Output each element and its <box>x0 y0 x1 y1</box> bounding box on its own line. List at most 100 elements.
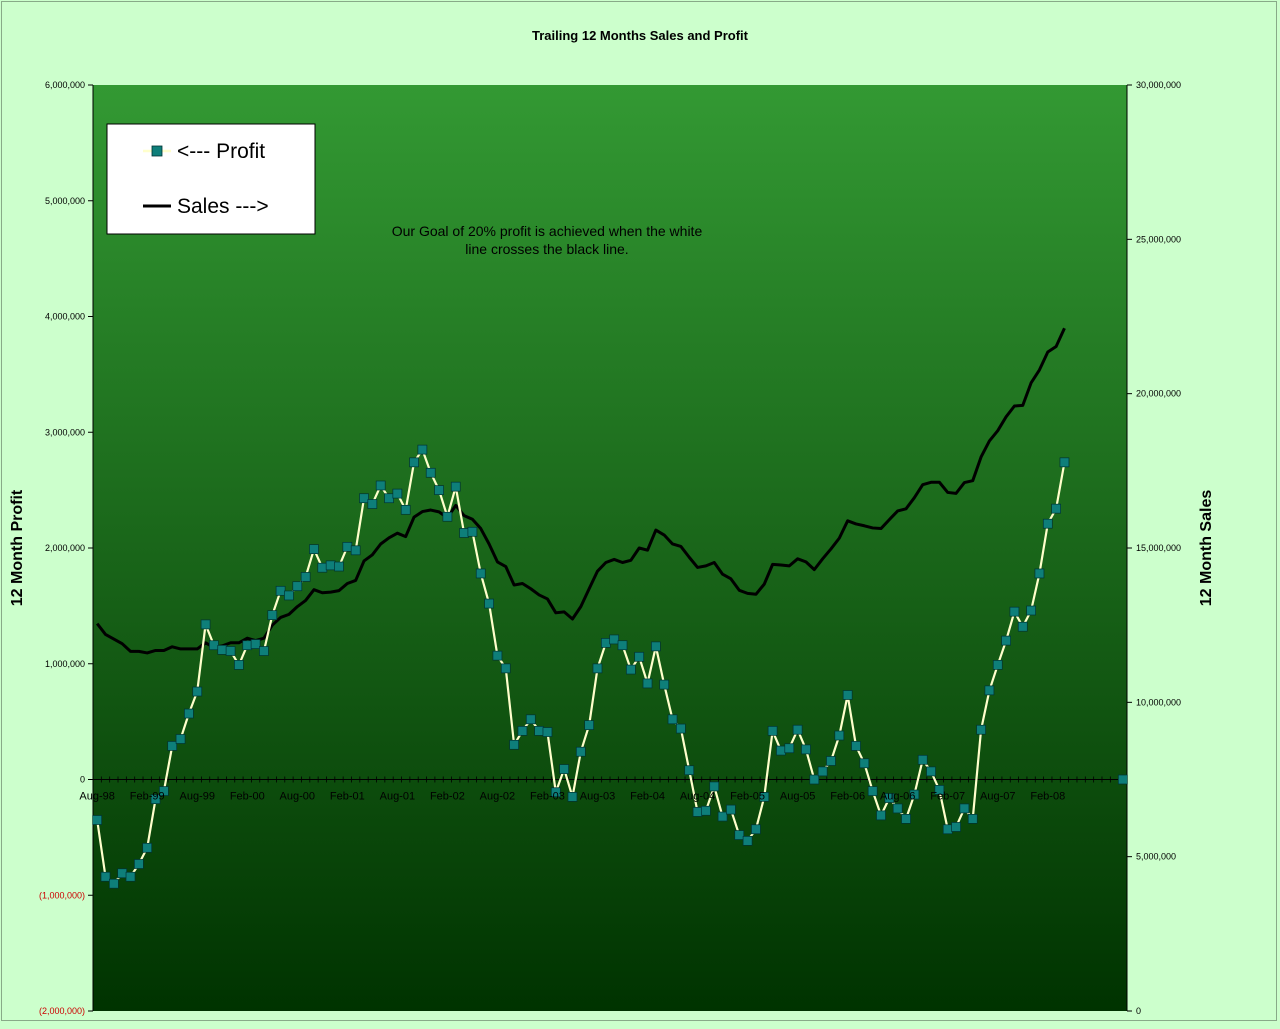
x-tick-label: Aug-01 <box>380 791 415 803</box>
x-tick-label: Feb-02 <box>430 791 465 803</box>
profit-point <box>442 511 453 522</box>
profit-point <box>184 708 194 719</box>
profit-point <box>617 640 628 651</box>
profit-point <box>801 744 811 755</box>
profit-point <box>584 720 595 730</box>
profit-point <box>134 859 144 869</box>
profit-point <box>851 741 861 751</box>
profit-point <box>976 724 986 735</box>
profit-point <box>225 646 236 656</box>
profit-point <box>359 493 369 504</box>
plot-area <box>93 85 1127 1011</box>
profit-point <box>926 766 936 777</box>
x-tick-label: Feb-06 <box>830 791 865 803</box>
y-right-tick-label: 0 <box>1136 1006 1141 1016</box>
profit-point <box>625 664 636 675</box>
profit-point <box>817 766 828 777</box>
profit-point <box>1034 568 1045 579</box>
profit-point <box>667 714 678 725</box>
y-left-tick-label: 3,000,000 <box>45 427 85 437</box>
profit-point <box>575 746 586 757</box>
profit-point <box>159 786 169 796</box>
x-tick-label: Feb-07 <box>930 791 965 803</box>
profit-point <box>100 871 111 882</box>
profit-point <box>142 842 153 853</box>
profit-point <box>709 781 720 792</box>
goal-annotation-line-2: line crosses the black line. <box>465 241 628 257</box>
profit-point <box>167 741 178 751</box>
profit-point <box>250 639 261 649</box>
x-tick-label: Aug-02 <box>480 791 515 803</box>
profit-point <box>651 641 661 652</box>
profit-point <box>676 723 686 734</box>
x-tick-label: Aug-00 <box>280 791 315 803</box>
chart-title: Trailing 12 Months Sales and Profit <box>532 28 749 43</box>
profit-point <box>509 739 519 750</box>
y-left-ticks: 6,000,000 5,000,000 4,000,000 3,000,000 2,00… <box>39 80 93 1016</box>
profit-point <box>500 663 511 674</box>
profit-point <box>684 765 695 776</box>
profit-point <box>609 634 620 645</box>
legend-box <box>106 123 316 235</box>
profit-point <box>350 545 361 556</box>
y-left-tick-label: (2,000,000) <box>39 1006 85 1016</box>
profit-point <box>517 726 528 736</box>
profit-point <box>434 485 444 495</box>
y-right-tick-label: 10,000,000 <box>1136 697 1181 707</box>
profit-point <box>267 610 278 620</box>
y-right-ticks: 30,000,000 25,000,000 20,000,000 15,000,000… <box>1127 80 1181 1016</box>
profit-point <box>467 526 478 537</box>
profit-point <box>876 810 886 821</box>
legend: <--- Profit Sales ---> <box>106 123 316 235</box>
profit-point <box>592 663 603 674</box>
profit-point <box>392 488 403 499</box>
x-tick-label: Aug-03 <box>580 791 615 803</box>
profit-point <box>92 815 103 825</box>
profit-point <box>309 544 319 555</box>
profit-point <box>559 764 569 774</box>
profit-point <box>951 822 961 832</box>
profit-point <box>892 803 903 814</box>
profit-point <box>300 572 311 582</box>
y-left-tick-label: 2,000,000 <box>45 543 85 553</box>
profit-point <box>550 787 561 798</box>
profit-point <box>792 724 803 735</box>
profit-point <box>659 679 670 690</box>
profit-point <box>175 734 186 744</box>
y-left-tick-label: 5,000,000 <box>45 196 85 206</box>
profit-point <box>1009 606 1020 617</box>
profit-point <box>234 660 244 670</box>
profit-point <box>475 568 486 579</box>
profit-point <box>409 457 419 468</box>
profit-point <box>292 581 303 592</box>
profit-point <box>334 561 344 572</box>
profit-point <box>1026 605 1036 616</box>
profit-point <box>634 651 645 662</box>
profit-point <box>150 794 161 805</box>
profit-point <box>967 814 978 824</box>
profit-point <box>751 824 761 835</box>
profit-point <box>525 714 536 725</box>
profit-point <box>375 480 386 491</box>
y-right-tick-label: 25,000,000 <box>1136 234 1181 244</box>
profit-point <box>701 805 711 816</box>
x-tick-label: Aug-98 <box>79 791 114 803</box>
legend-sales-label: Sales ---> <box>177 195 269 218</box>
profit-point <box>901 814 911 824</box>
profit-point <box>984 685 995 696</box>
profit-point <box>425 467 436 478</box>
profit-point <box>108 878 119 889</box>
profit-point <box>842 690 853 700</box>
profit-point <box>826 756 836 766</box>
y-left-tick-label: 1,000,000 <box>45 659 85 669</box>
profit-point <box>917 754 928 765</box>
profit-point <box>642 678 653 689</box>
profit-point <box>859 758 870 769</box>
profit-point <box>567 792 578 802</box>
y-left-axis-label: 12 Month Profit <box>9 489 26 606</box>
x-tick-label: Feb-01 <box>330 791 365 803</box>
x-tick-label: Feb-99 <box>130 791 165 803</box>
profit-point <box>717 811 728 822</box>
profit-point <box>884 793 895 803</box>
